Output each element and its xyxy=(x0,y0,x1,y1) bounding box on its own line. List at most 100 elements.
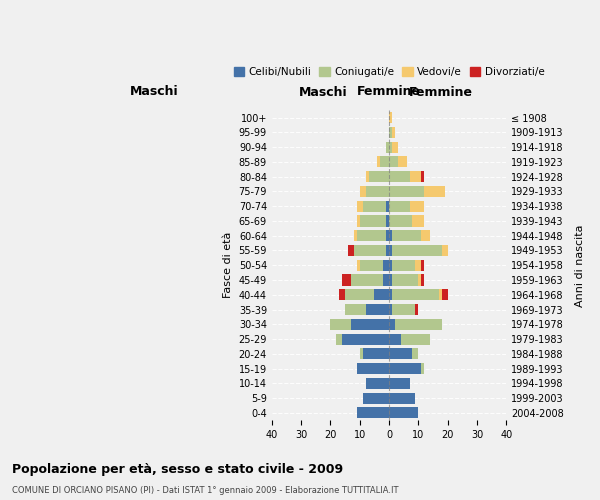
Bar xyxy=(354,245,389,256)
Text: Femmine: Femmine xyxy=(357,85,421,98)
Text: Popolazione per età, sesso e stato civile - 2009: Popolazione per età, sesso e stato civil… xyxy=(12,462,343,475)
Bar xyxy=(365,378,389,389)
Bar xyxy=(389,230,421,241)
Bar xyxy=(389,348,418,360)
Bar xyxy=(389,142,392,152)
Bar xyxy=(360,260,389,271)
Bar xyxy=(389,230,392,241)
Bar xyxy=(331,319,389,330)
Bar xyxy=(351,274,389,285)
Bar xyxy=(365,186,389,197)
Bar xyxy=(389,127,395,138)
Bar xyxy=(360,216,389,226)
Bar xyxy=(389,274,424,285)
Bar xyxy=(360,348,389,360)
Bar xyxy=(389,319,395,330)
Bar xyxy=(389,334,401,344)
Bar xyxy=(389,127,392,138)
Bar xyxy=(351,319,389,330)
Bar xyxy=(336,334,389,344)
Bar xyxy=(389,334,430,344)
Bar xyxy=(389,245,448,256)
Bar xyxy=(389,274,392,285)
Bar xyxy=(357,408,389,418)
Bar xyxy=(365,171,389,182)
Bar xyxy=(389,171,421,182)
Bar xyxy=(357,363,389,374)
Bar xyxy=(389,260,421,271)
Bar xyxy=(389,142,398,152)
Bar xyxy=(389,304,392,315)
Bar xyxy=(389,378,410,389)
Bar xyxy=(389,290,392,300)
Bar xyxy=(357,216,389,226)
Bar xyxy=(386,216,389,226)
Bar xyxy=(331,319,389,330)
Bar xyxy=(389,260,424,271)
Bar xyxy=(386,142,389,152)
Bar xyxy=(354,230,389,241)
Bar xyxy=(389,378,410,389)
Bar xyxy=(389,245,448,256)
Bar xyxy=(339,290,389,300)
Bar xyxy=(389,392,415,404)
Bar xyxy=(389,290,439,300)
Bar xyxy=(389,304,415,315)
Bar xyxy=(386,142,389,152)
Bar xyxy=(365,304,389,315)
Bar xyxy=(389,156,398,168)
Text: Maschi: Maschi xyxy=(299,86,348,100)
Bar xyxy=(389,348,418,360)
Bar xyxy=(389,216,412,226)
Bar xyxy=(362,392,389,404)
Bar xyxy=(365,378,389,389)
Bar xyxy=(368,171,389,182)
Y-axis label: Anni di nascita: Anni di nascita xyxy=(575,224,585,306)
Bar xyxy=(389,304,415,315)
Bar xyxy=(389,392,415,404)
Bar xyxy=(389,319,442,330)
Bar xyxy=(389,363,424,374)
Bar xyxy=(362,392,389,404)
Text: Maschi: Maschi xyxy=(130,85,179,98)
Bar xyxy=(389,142,398,152)
Bar xyxy=(365,378,389,389)
Bar xyxy=(389,378,410,389)
Bar xyxy=(348,245,389,256)
Text: COMUNE DI ORCIANO PISANO (PI) - Dati ISTAT 1° gennaio 2009 - Elaborazione TUTTIT: COMUNE DI ORCIANO PISANO (PI) - Dati IST… xyxy=(12,486,398,495)
Bar xyxy=(389,363,421,374)
Bar xyxy=(389,290,448,300)
Bar xyxy=(389,200,424,211)
Bar xyxy=(389,319,442,330)
Bar xyxy=(362,200,389,211)
Bar xyxy=(389,112,392,123)
Bar xyxy=(365,378,389,389)
Bar xyxy=(389,245,442,256)
Bar xyxy=(345,304,389,315)
Text: Femmine: Femmine xyxy=(409,86,473,100)
Bar xyxy=(389,245,392,256)
Bar xyxy=(389,112,392,123)
Bar xyxy=(389,156,407,168)
Bar xyxy=(377,156,389,168)
Bar xyxy=(383,260,389,271)
Bar xyxy=(345,290,389,300)
Bar xyxy=(389,127,395,138)
Bar xyxy=(389,171,410,182)
Bar xyxy=(389,230,430,241)
Bar xyxy=(389,200,424,211)
Bar xyxy=(389,408,418,418)
Bar xyxy=(357,363,389,374)
Y-axis label: Fasce di età: Fasce di età xyxy=(223,232,233,298)
Bar xyxy=(389,230,430,241)
Bar xyxy=(389,260,392,271)
Bar xyxy=(362,392,389,404)
Bar xyxy=(389,200,410,211)
Bar xyxy=(389,363,424,374)
Bar xyxy=(345,304,389,315)
Bar xyxy=(389,348,412,360)
Bar xyxy=(389,290,442,300)
Bar xyxy=(357,260,389,271)
Bar xyxy=(357,200,389,211)
Bar xyxy=(389,348,418,360)
